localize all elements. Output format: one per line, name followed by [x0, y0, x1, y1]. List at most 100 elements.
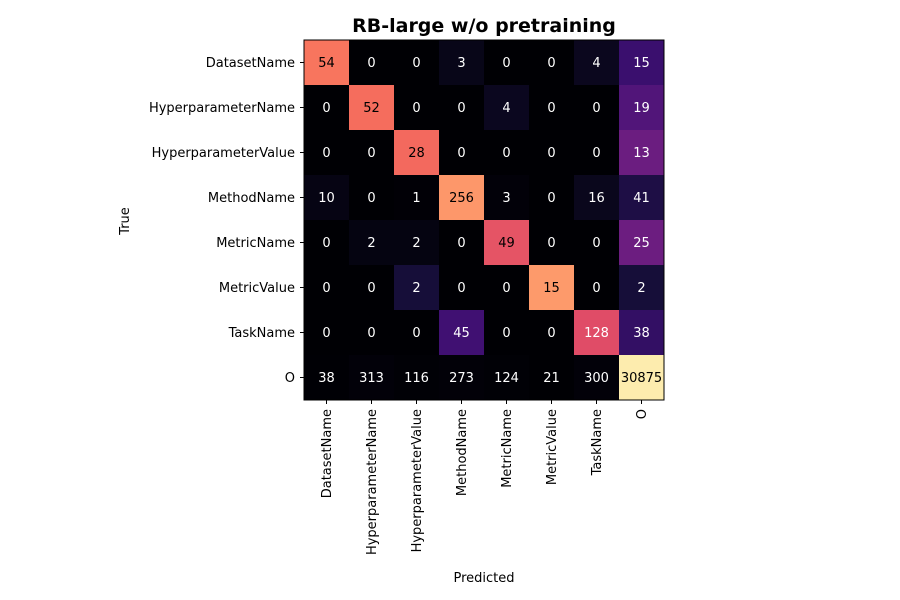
- heatmap-cell: [529, 130, 575, 176]
- heatmap-cell: [394, 310, 440, 356]
- heatmap-cell: [529, 175, 575, 221]
- cell-value-label: 0: [547, 191, 555, 206]
- cell-value-label: 0: [592, 236, 600, 251]
- cell-value-label: 0: [547, 326, 555, 341]
- heatmap-cell: [484, 220, 530, 266]
- heatmap-cell: [304, 85, 350, 131]
- heatmap-cell: [439, 40, 485, 86]
- cell-value-label: 0: [322, 101, 330, 116]
- y-tick-label: HyperparameterValue: [152, 146, 295, 161]
- heatmap-cell: [529, 310, 575, 356]
- heatmap-cell: [619, 310, 665, 356]
- y-axis-label: True: [118, 207, 133, 236]
- x-tick-label: HyperparameterName: [365, 409, 380, 555]
- cell-value-label: 0: [367, 191, 375, 206]
- cell-value-label: 0: [547, 101, 555, 116]
- cell-value-label: 0: [547, 236, 555, 251]
- heatmap-cell: [529, 85, 575, 131]
- cell-value-label: 15: [543, 281, 560, 296]
- heatmap-cell: [619, 130, 665, 176]
- heatmap-cell: [349, 310, 395, 356]
- cell-value-label: 0: [457, 281, 465, 296]
- cell-value-label: 25: [633, 236, 650, 251]
- heatmap-cell: [439, 175, 485, 221]
- x-tick-label: O: [635, 409, 650, 419]
- heatmap-cell: [619, 175, 665, 221]
- heatmap-cell: [439, 85, 485, 131]
- heatmap-cell: [394, 175, 440, 221]
- cell-value-label: 13: [633, 146, 650, 161]
- x-tick-label: DatasetName: [320, 409, 335, 498]
- y-axis-ticks: DatasetName HyperparameterName Hyperparame…: [149, 56, 304, 386]
- heatmap-cell: [349, 175, 395, 221]
- cell-value-label: 0: [547, 56, 555, 71]
- cell-value-label: 30875: [621, 371, 662, 386]
- heatmap-cell: [484, 40, 530, 86]
- cell-value-label: 124: [494, 371, 519, 386]
- heatmap-cell: [619, 85, 665, 131]
- heatmap-cell: [304, 40, 350, 86]
- cell-value-label: 0: [367, 281, 375, 296]
- cell-value-label: 0: [457, 146, 465, 161]
- cell-value-label: 0: [592, 101, 600, 116]
- heatmap-cell: [349, 355, 395, 401]
- cell-value-label: 3: [502, 191, 510, 206]
- y-tick-label: MetricName: [216, 236, 295, 251]
- heatmap-cell: [484, 175, 530, 221]
- heatmap-cell: [484, 130, 530, 176]
- heatmap-cell: [394, 85, 440, 131]
- heatmap-cell: [484, 85, 530, 131]
- cell-value-label: 128: [584, 326, 609, 341]
- x-tick-label: MetricValue: [545, 409, 560, 485]
- cell-value-label: 21: [543, 371, 560, 386]
- x-axis-label: Predicted: [453, 571, 514, 586]
- cell-value-label: 0: [367, 56, 375, 71]
- heatmap-cell: [394, 265, 440, 311]
- heatmap-cell: [349, 265, 395, 311]
- heatmap-cell: [304, 310, 350, 356]
- heatmap-cell: [394, 220, 440, 266]
- y-tick-label: O: [285, 371, 295, 386]
- cell-value-label: 0: [367, 326, 375, 341]
- x-tick-label: MethodName: [455, 409, 470, 496]
- heatmap-cell: [484, 310, 530, 356]
- cell-value-label: 116: [404, 371, 429, 386]
- heatmap-cell: [574, 85, 620, 131]
- heatmap-cell: [574, 130, 620, 176]
- heatmap-cell: [439, 355, 485, 401]
- cell-value-label: 256: [449, 191, 474, 206]
- cell-value-label: 0: [412, 56, 420, 71]
- cell-value-label: 4: [592, 56, 600, 71]
- cell-value-label: 0: [592, 146, 600, 161]
- heatmap-cell: [439, 265, 485, 311]
- heatmap-cell: [574, 310, 620, 356]
- heatmap-cell: [439, 130, 485, 176]
- cell-value-label: 0: [322, 236, 330, 251]
- heatmap-cell: [394, 355, 440, 401]
- cell-value-label: 3: [457, 56, 465, 71]
- cell-value-label: 0: [547, 146, 555, 161]
- x-tick-label: TaskName: [590, 409, 605, 476]
- cell-value-label: 0: [322, 281, 330, 296]
- cell-value-label: 45: [453, 326, 470, 341]
- cell-value-label: 1: [412, 191, 420, 206]
- heatmap-cell: [304, 130, 350, 176]
- heatmap-cell: [394, 130, 440, 176]
- x-tick-label: HyperparameterValue: [410, 409, 425, 552]
- cell-value-label: 0: [592, 281, 600, 296]
- heatmap-cell: [619, 355, 665, 401]
- heatmap-cell: [529, 40, 575, 86]
- cell-value-label: 0: [412, 326, 420, 341]
- cell-value-label: 0: [457, 236, 465, 251]
- cell-value-label: 0: [502, 56, 510, 71]
- cell-value-label: 2: [637, 281, 645, 296]
- heatmap-cell: [349, 130, 395, 176]
- cell-value-label: 0: [322, 326, 330, 341]
- heatmap-cell: [619, 220, 665, 266]
- cell-value-label: 2: [367, 236, 375, 251]
- cell-value-label: 300: [584, 371, 609, 386]
- heatmap-cell: [574, 220, 620, 266]
- cell-value-label: 0: [367, 146, 375, 161]
- x-axis-ticks: DatasetName HyperparameterName Hyperparame…: [320, 400, 650, 555]
